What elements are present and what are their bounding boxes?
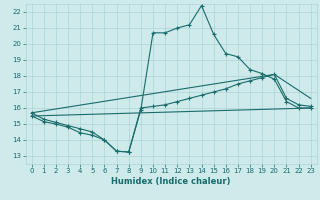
- X-axis label: Humidex (Indice chaleur): Humidex (Indice chaleur): [111, 177, 231, 186]
